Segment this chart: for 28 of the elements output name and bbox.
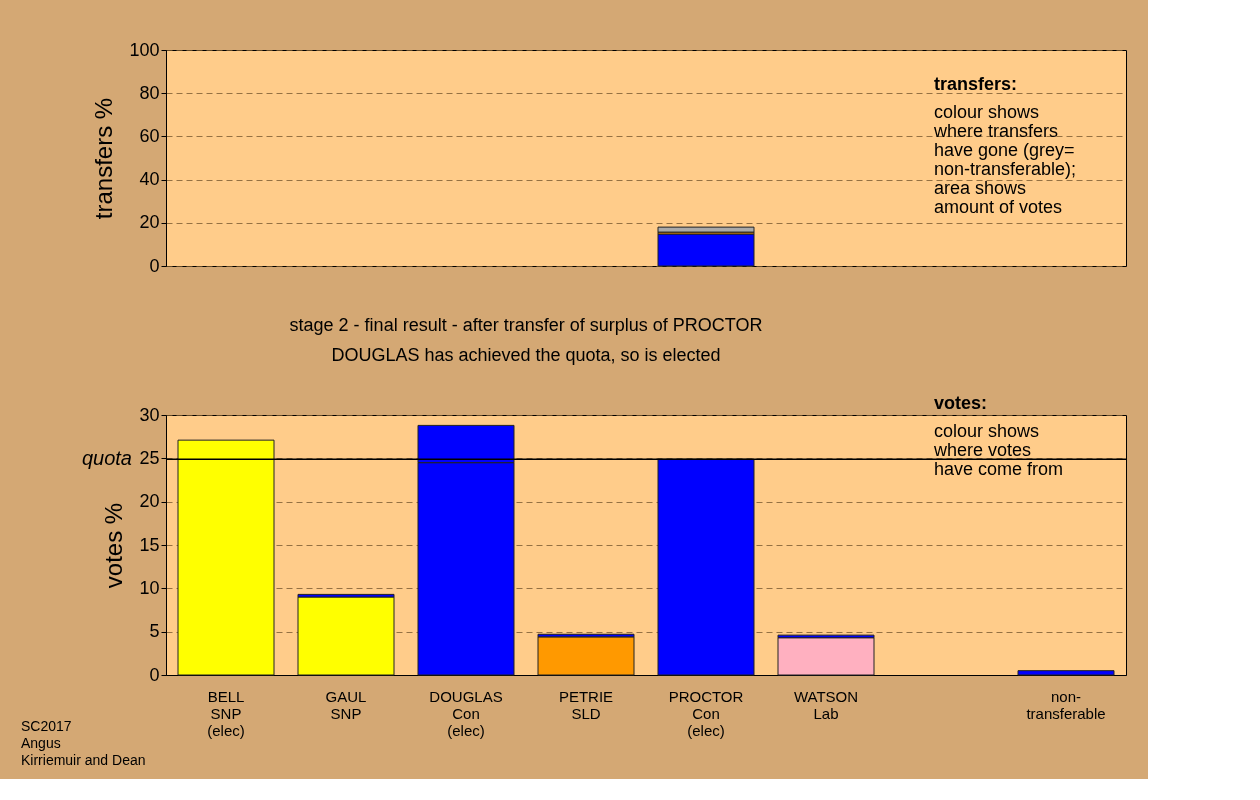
y-tick-label: 25 (139, 447, 160, 468)
x-tick-label: WATSON Lab (793, 687, 859, 722)
y-tick-label: 40 (139, 169, 160, 190)
y-tick-label: 20 (139, 491, 160, 512)
y-tick-label: 100 (129, 39, 160, 60)
y-tick-label: 20 (139, 212, 160, 233)
annotation: votes: colour shows where votes have come from (933, 393, 1064, 479)
y-tick-label: 10 (139, 577, 160, 598)
x-tick-label: BELL SNP (elec) (207, 687, 245, 739)
x-tick-label: PETRIE SLD (558, 687, 614, 722)
y-axis-title: votes % (100, 502, 128, 589)
y-axis-title: transfers % (90, 97, 118, 220)
y-tick-label: 30 (139, 404, 160, 425)
annotation: transfers: colour shows where transfers have gone (grey= non-transferable); area shows amount of votes (933, 74, 1077, 217)
y-tick-label: 15 (139, 534, 160, 555)
text: SC2017 Angus Kirriemuir and Dean (21, 718, 146, 768)
y-tick-label: 0 (149, 255, 160, 276)
x-tick-label: DOUGLAS Con (elec) (429, 687, 503, 739)
y-tick-label: 80 (139, 82, 160, 103)
chart-subtitle: DOUGLAS has achieved the quota, so is elected (331, 345, 721, 365)
y-tick-label: 0 (149, 664, 160, 685)
ref-line-label: quota (81, 447, 132, 470)
y-tick-label: 60 (139, 125, 160, 146)
y-tick-label: 5 (149, 621, 160, 642)
x-tick-label: PROCTOR Con (elec) (668, 687, 744, 739)
chart-title: stage 2 - final result - after transfer of surplus of PROCTOR (289, 315, 763, 335)
x-tick-label: GAUL SNP (325, 687, 367, 722)
x-tick-label: non- transferable (1026, 687, 1106, 722)
